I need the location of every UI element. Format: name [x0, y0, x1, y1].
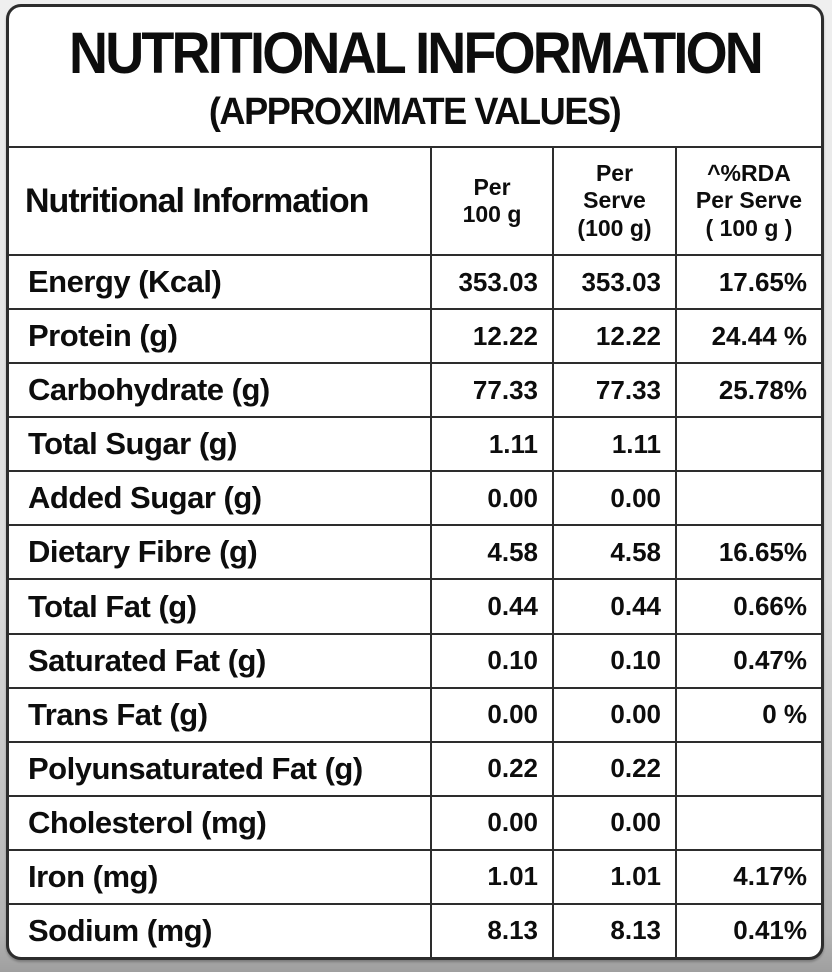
row-nutrient-label: Protein (g) — [28, 318, 178, 354]
row-nutrient-label: Energy (Kcal) — [28, 264, 222, 300]
table-row: Sodium (mg) 8.13 8.13 0.41% — [9, 902, 821, 957]
row-per-100g-value: 1.01 — [430, 850, 552, 903]
column-header-per-100g: Per 100 g — [430, 148, 552, 254]
row-rda-value: 17.65% — [675, 256, 821, 309]
row-per-serve-value: 353.03 — [552, 256, 675, 309]
row-per-serve-value: 77.33 — [552, 364, 675, 417]
table-row: Trans Fat (g) 0.00 0.00 0 % — [9, 686, 821, 741]
row-per-100g-value: 0.10 — [430, 634, 552, 687]
row-per-serve-value: 0.10 — [552, 634, 675, 687]
row-nutrient-label: Trans Fat (g) — [28, 696, 208, 732]
page-title: NUTRITIONAL INFORMATION — [69, 20, 764, 86]
row-per-100g-value: 0.00 — [430, 796, 552, 849]
row-nutrient-label: Polyunsaturated Fat (g) — [28, 750, 363, 786]
table-row: Saturated Fat (g) 0.10 0.10 0.47% — [9, 632, 821, 687]
row-per-100g-value: 4.58 — [430, 526, 552, 579]
row-rda-value — [675, 472, 821, 525]
row-per-100g-value: 353.03 — [430, 256, 552, 309]
row-per-serve-value: 1.01 — [552, 850, 675, 903]
row-per-serve-value: 12.22 — [552, 310, 675, 363]
row-rda-value: 4.17% — [675, 850, 821, 903]
row-per-100g-value: 1.11 — [430, 418, 552, 471]
row-per-100g-value: 0.22 — [430, 742, 552, 795]
table-row: Dietary Fibre (g) 4.58 4.58 16.65% — [9, 524, 821, 579]
nutrition-table: Nutritional Information Per 100 g Per Se… — [9, 148, 821, 957]
row-nutrient-label: Added Sugar (g) — [28, 480, 262, 516]
table-row: Total Sugar (g) 1.11 1.11 — [9, 416, 821, 471]
row-rda-value: 0.41% — [675, 904, 821, 957]
row-rda-value: 0.47% — [675, 634, 821, 687]
row-per-serve-value: 0.00 — [552, 688, 675, 741]
row-rda-value: 24.44 % — [675, 310, 821, 363]
row-nutrient-label: Iron (mg) — [28, 858, 158, 894]
table-row: Added Sugar (g) 0.00 0.00 — [9, 470, 821, 525]
table-row: Iron (mg) 1.01 1.01 4.17% — [9, 848, 821, 903]
row-per-serve-value: 0.22 — [552, 742, 675, 795]
row-per-100g-value: 0.00 — [430, 688, 552, 741]
row-nutrient-label: Dietary Fibre (g) — [28, 534, 258, 570]
row-per-serve-value: 0.00 — [552, 796, 675, 849]
row-per-100g-value: 0.00 — [430, 472, 552, 525]
row-nutrient-label: Sodium (mg) — [28, 912, 212, 948]
table-row: Energy (Kcal) 353.03 353.03 17.65% — [9, 254, 821, 309]
row-per-100g-value: 77.33 — [430, 364, 552, 417]
row-nutrient-label: Total Fat (g) — [28, 588, 197, 624]
table-row: Carbohydrate (g) 77.33 77.33 25.78% — [9, 362, 821, 417]
row-per-100g-value: 12.22 — [430, 310, 552, 363]
row-nutrient-label: Carbohydrate (g) — [28, 372, 270, 408]
table-row: Cholesterol (mg) 0.00 0.00 — [9, 794, 821, 849]
table-header-row: Nutritional Information Per 100 g Per Se… — [9, 148, 821, 254]
row-nutrient-label: Cholesterol (mg) — [28, 804, 267, 840]
row-rda-value — [675, 418, 821, 471]
row-rda-value: 0.66% — [675, 580, 821, 633]
row-per-serve-value: 4.58 — [552, 526, 675, 579]
table-row: Protein (g) 12.22 12.22 24.44 % — [9, 308, 821, 363]
table-row: Polyunsaturated Fat (g) 0.22 0.22 — [9, 740, 821, 795]
column-header-nutritional-information: Nutritional Information — [25, 181, 369, 220]
row-nutrient-label: Total Sugar (g) — [28, 426, 237, 462]
row-per-serve-value: 0.44 — [552, 580, 675, 633]
row-per-serve-value: 0.00 — [552, 472, 675, 525]
column-header-per-serve: Per Serve (100 g) — [552, 148, 675, 254]
row-per-100g-value: 0.44 — [430, 580, 552, 633]
nutrition-label: NUTRITIONAL INFORMATION (APPROXIMATE VAL… — [6, 4, 824, 960]
table-row: Total Fat (g) 0.44 0.44 0.66% — [9, 578, 821, 633]
row-per-serve-value: 8.13 — [552, 904, 675, 957]
table-body: Energy (Kcal) 353.03 353.03 17.65% Prote… — [9, 254, 821, 957]
row-per-100g-value: 8.13 — [430, 904, 552, 957]
row-rda-value — [675, 796, 821, 849]
row-rda-value: 16.65% — [675, 526, 821, 579]
row-per-serve-value: 1.11 — [552, 418, 675, 471]
page-subtitle: (APPROXIMATE VALUES) — [209, 90, 622, 133]
row-rda-value — [675, 742, 821, 795]
row-rda-value: 25.78% — [675, 364, 821, 417]
row-nutrient-label: Saturated Fat (g) — [28, 642, 266, 678]
row-rda-value: 0 % — [675, 688, 821, 741]
label-title-block: NUTRITIONAL INFORMATION (APPROXIMATE VAL… — [9, 7, 821, 148]
column-header-rda-per-serve: ^%RDA Per Serve ( 100 g ) — [675, 148, 821, 254]
